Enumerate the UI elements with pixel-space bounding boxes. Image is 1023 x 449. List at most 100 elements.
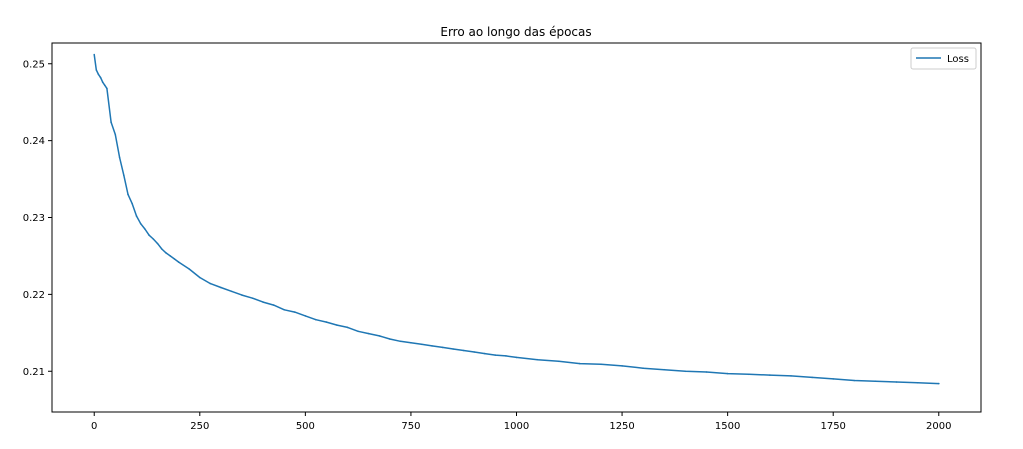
data-point [135,215,138,217]
data-point [346,326,349,329]
data-point [420,343,423,346]
data-point [114,133,117,136]
chart-title: Erro ao longo das épocas [440,25,591,39]
data-point [123,174,125,176]
data-point [410,342,412,344]
data-point [600,363,602,366]
data-point [148,234,150,236]
data-point [315,318,317,321]
y-tick-label: 0.22 [23,290,45,301]
data-point [199,276,201,279]
data-point [621,365,623,367]
data-point [473,351,476,353]
data-point [97,73,100,76]
data-point [169,255,171,257]
plot-area [93,53,940,385]
data-point [431,345,433,347]
data-point [152,238,155,240]
legend-label-loss: Loss [947,54,969,65]
data-point [106,87,108,90]
data-point [304,315,307,317]
data-point [251,297,254,300]
data-point [441,346,444,349]
data-point [161,248,163,250]
x-tick-label: 1250 [609,421,634,432]
data-point [325,321,328,323]
data-point [505,355,507,357]
data-point [515,356,518,359]
data-point [378,335,381,337]
data-point [283,309,286,311]
data-point [336,324,338,326]
data-point [748,373,750,376]
data-point [262,301,264,303]
data-point [462,349,465,352]
x-tick-label: 1500 [715,421,740,432]
x-tick-label: 1750 [820,421,845,432]
data-point [230,290,233,293]
data-point [579,362,581,365]
x-tick-label: 2000 [926,421,951,432]
data-point [156,242,159,245]
data-point [874,380,877,383]
x-tick-label: 250 [190,421,209,432]
data-point [484,352,486,355]
data-point [399,340,402,343]
data-point [916,382,919,384]
data-point [389,338,391,340]
data-point [93,53,95,56]
data-point [209,282,212,285]
data-point [769,374,771,376]
data-point [95,69,98,71]
data-point [452,348,455,350]
legend: Loss [910,47,977,70]
x-tick-label: 1000 [504,421,529,432]
data-point [684,370,687,373]
y-axis: 0.21 0.22 0.23 0.24 0.25 [23,59,52,378]
y-tick-label: 0.21 [23,367,45,378]
data-point [118,156,121,159]
legend-box [910,47,977,70]
data-point [642,367,644,370]
data-point [663,368,666,371]
data-point [853,379,856,382]
data-point [811,376,813,379]
data-point [144,228,146,230]
data-point [895,381,898,383]
data-point [494,354,497,356]
data-point [127,193,129,196]
data-point [726,372,729,375]
data-point [110,121,112,123]
x-tick-label: 500 [296,421,315,432]
data-point [99,76,102,79]
y-tick-label: 0.23 [23,213,45,224]
data-point [177,261,180,263]
data-point [104,84,106,87]
data-point [557,360,560,363]
data-point [139,222,142,225]
x-axis: 0 250 500 750 1000 1250 1500 1750 2000 [91,412,951,432]
series-line-loss [93,54,939,385]
y-tick-label: 0.24 [23,136,45,147]
data-point [536,358,539,361]
data-point [241,294,243,296]
data-point [272,304,275,306]
data-point [367,332,370,335]
data-point [790,375,792,377]
data-point [705,371,708,373]
data-point [938,382,940,385]
x-tick-label: 0 [91,421,97,432]
data-point [131,202,133,205]
data-point [220,286,222,289]
data-point [357,330,359,333]
data-point [165,252,167,254]
data-point [294,311,296,313]
y-tick-label: 0.25 [23,59,45,70]
x-tick-label: 750 [401,421,420,432]
data-point [832,378,834,380]
data-point [188,268,190,270]
data-point [101,81,104,83]
data-point [173,258,176,260]
